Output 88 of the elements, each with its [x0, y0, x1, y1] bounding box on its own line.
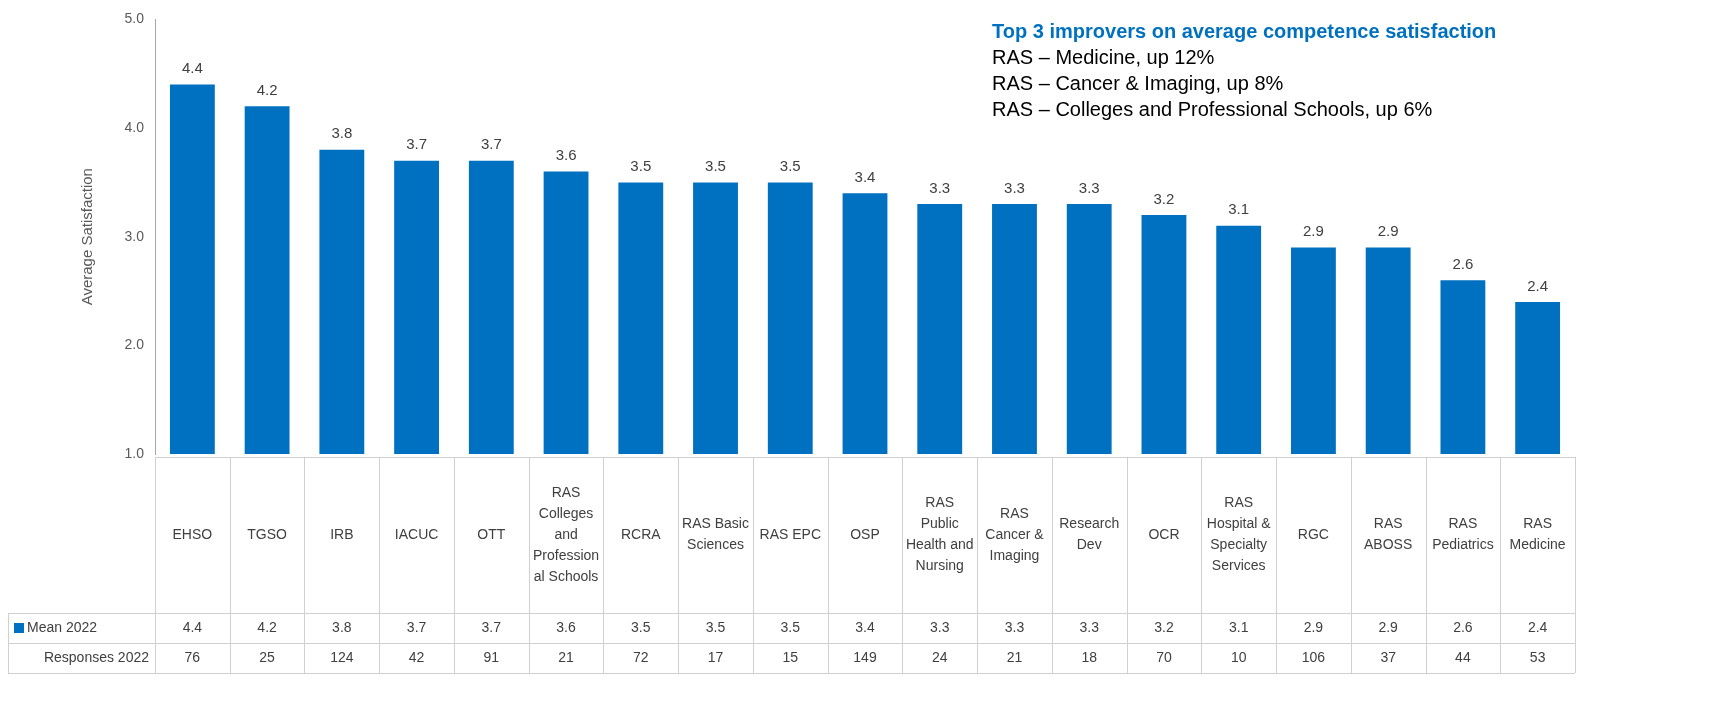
- annotation: 3.5: [779, 157, 801, 175]
- annotation: 3.2: [1153, 189, 1175, 207]
- x-tick-label: RAS EPC: [759, 525, 821, 542]
- text: 21: [1006, 648, 1023, 665]
- x-tick-label: OTT: [477, 525, 506, 542]
- text: 44: [1455, 648, 1471, 665]
- text: 124: [330, 648, 354, 665]
- annotation: 3.3: [1004, 178, 1025, 196]
- annotation: 2.9: [1302, 222, 1324, 240]
- text: 149: [853, 648, 877, 665]
- y-tick-label: 2.0: [124, 336, 145, 353]
- text: 72: [633, 648, 649, 665]
- text: 53: [1529, 648, 1546, 665]
- annotation: RAS – Medicine, up 12%: [992, 45, 1215, 68]
- x-tick-label: RAS Public Health and Nursing: [905, 494, 974, 574]
- x-tick-label: RGC: [1297, 525, 1329, 542]
- annotation: 3.6: [555, 146, 577, 164]
- annotation: 3.7: [406, 135, 428, 153]
- x-tick-label: RCRA: [620, 525, 662, 542]
- annotation: 3.5: [705, 157, 726, 175]
- annotation: 2.6: [1452, 254, 1474, 272]
- annotation: RAS – Cancer & Imaging, up 8%: [992, 71, 1284, 94]
- text: 17: [707, 648, 724, 665]
- data-label: 3.3: [1004, 618, 1025, 635]
- data-label: 4.2: [257, 618, 278, 635]
- x-tick-label: RAS Medicine: [1509, 515, 1566, 553]
- chart-title: Top 3 improvers on average competence satisfaction: [992, 19, 1497, 42]
- data-label: 3.7: [481, 618, 502, 635]
- annotation: 4.4: [181, 59, 203, 77]
- data-label: 3.3: [930, 618, 950, 635]
- text: 42: [408, 648, 425, 665]
- x-tick-label: RAS Cancer & Imaging: [985, 504, 1045, 563]
- x-tick-label: RAS ABOSS: [1364, 515, 1413, 553]
- x-tick-label: IACUC: [394, 525, 439, 542]
- data-label: 3.1: [1228, 618, 1249, 635]
- x-tick-label: OSP: [850, 525, 880, 542]
- annotation: 3.4: [854, 167, 876, 185]
- y-tick-label: 1.0: [124, 444, 145, 461]
- text: 10: [1230, 648, 1247, 665]
- text: 24: [931, 648, 948, 665]
- x-tick-label: TGSO: [247, 525, 288, 542]
- text: 37: [1380, 648, 1397, 665]
- y-tick-label: 4.0: [124, 118, 145, 135]
- text: 21: [558, 648, 575, 665]
- y-tick-label: 5.0: [124, 10, 145, 27]
- annotation: 3.7: [480, 135, 502, 153]
- x-tick-label: IRB: [330, 525, 354, 542]
- annotation: 3.3: [1078, 178, 1100, 196]
- data-label: 2.6: [1453, 618, 1473, 635]
- text: 70: [1156, 648, 1172, 665]
- text: 106: [1301, 648, 1326, 665]
- data-label: 3.4: [855, 618, 875, 635]
- x-tick-label: RAS Pediatrics: [1432, 515, 1494, 553]
- data-label: 2.9: [1378, 618, 1399, 635]
- annotation: 4.2: [256, 80, 278, 98]
- data-label: 4.4: [182, 618, 203, 635]
- data-label: 3.7: [406, 618, 427, 635]
- annotation: RAS – Colleges and Professional Schools, up 6%: [992, 97, 1433, 120]
- data-label: 3.8: [332, 618, 352, 635]
- text: 25: [259, 648, 276, 665]
- text: 76: [184, 648, 201, 665]
- y-axis-title: Average Satisfaction: [78, 168, 96, 306]
- text: 15: [782, 648, 799, 665]
- data-label: 2.4: [1527, 618, 1548, 635]
- data-label: 3.5: [631, 618, 651, 635]
- annotation: 3.8: [331, 124, 353, 142]
- x-tick-label: EHSO: [172, 525, 213, 542]
- annotation: 3.1: [1228, 200, 1250, 218]
- annotation: 2.4: [1527, 276, 1549, 294]
- x-tick-label: RAS Colleges and Professional Schools: [532, 483, 600, 584]
- data-label: 3.5: [780, 618, 801, 635]
- data-label: 3.2: [1154, 618, 1174, 635]
- x-tick-label: OCR: [1148, 525, 1180, 542]
- x-tick-label: Research Dev: [1059, 515, 1120, 553]
- text: Responses 2022: [43, 648, 150, 665]
- annotation: 3.3: [929, 178, 951, 196]
- annotation: 3.5: [630, 157, 652, 175]
- y-tick-label: 3.0: [124, 227, 145, 244]
- x-tick-label: RAS Hospital & Specialty Services: [1206, 494, 1272, 574]
- data-label: 3.5: [705, 618, 726, 635]
- data-label: 3.6: [556, 618, 576, 635]
- text: 18: [1081, 648, 1098, 665]
- annotation: 2.9: [1377, 222, 1399, 240]
- legend-label: Mean 2022: [27, 618, 98, 635]
- data-label: 2.9: [1303, 618, 1324, 635]
- x-tick-label: RAS Basic Sciences: [682, 515, 749, 553]
- text: 91: [483, 648, 500, 665]
- data-label: 3.3: [1079, 618, 1100, 635]
